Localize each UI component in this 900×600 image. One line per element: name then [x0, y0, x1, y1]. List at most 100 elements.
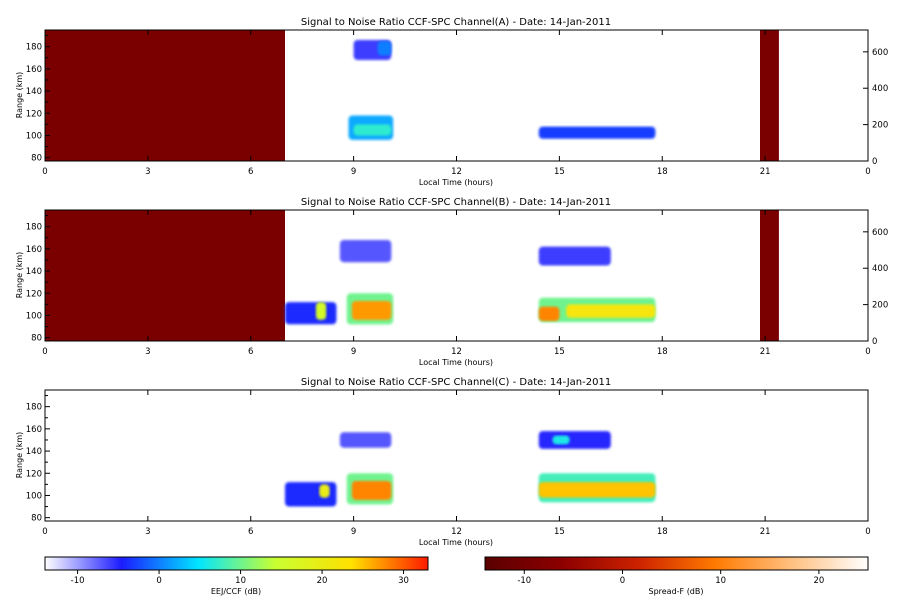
- colorbar-eej-label: EEJ/CCF (dB): [211, 587, 261, 596]
- panel-c-region-6: [339, 432, 392, 448]
- panel-c-x-tick-label: 18: [657, 527, 668, 537]
- panel-a-x-tick-label: 0: [42, 167, 47, 177]
- panel-a-y-tick-label: 160: [26, 65, 42, 75]
- colorbar-spreadf-bar: [484, 556, 869, 571]
- panel-b-y2-tick-label: 400: [872, 264, 888, 274]
- panel-c-x-tick-label: 9: [351, 527, 356, 537]
- panel-b: Signal to Noise Ratio CCF-SPC Channel(B)…: [15, 197, 888, 367]
- panel-a-y2-tick-label: 0: [872, 157, 877, 167]
- panel-c-y-tick-label: 180: [26, 403, 42, 413]
- panel-c-y-label: Range (km): [15, 432, 24, 479]
- panel-c-y-tick-label: 140: [26, 447, 42, 457]
- panel-a-region-0: [45, 30, 285, 161]
- panel-b-x-tick-label: 9: [351, 347, 356, 357]
- panel-a-y2-ticks: 0 200 400 600: [863, 48, 888, 167]
- colorbar-spreadf-tick-label: 10: [715, 576, 726, 586]
- panel-a-region-4: [538, 126, 656, 139]
- colorbar-spreadf-tick-label: -10: [517, 576, 531, 586]
- colorbar-eej-tick-label: 30: [398, 576, 409, 586]
- panel-b-region-1: [760, 210, 779, 341]
- panel-c: Signal to Noise Ratio CCF-SPC Channel(C)…: [15, 377, 871, 547]
- panel-c-frame: [44, 389, 869, 522]
- panel-b-region-7: [285, 302, 337, 325]
- panel-b-y-tick-label: 100: [26, 311, 42, 321]
- panel-b-x-tick-label: 12: [451, 347, 462, 357]
- panel-b-region-5: [538, 306, 560, 321]
- panel-a-title: Signal to Noise Ratio CCF-SPC Channel(A)…: [301, 17, 611, 28]
- panel-c-x-tick-label: 6: [248, 527, 253, 537]
- panel-a-x-tick-label: 6: [248, 167, 253, 177]
- panel-a-plot: [45, 30, 779, 161]
- panel-b-y2-tick-label: 600: [872, 228, 888, 238]
- panel-b-plot: [45, 210, 779, 341]
- panel-b-x-tick-label: 0: [42, 347, 47, 357]
- panel-a-x-ticks: 0 3 6 9 12 15 18 21 0: [42, 30, 871, 177]
- colorbar-eej-ticks: -10 0 10 20 30: [71, 570, 409, 586]
- colorbar-eej-bar: [44, 556, 429, 571]
- panel-b-x-label: Local Time (hours): [419, 358, 493, 367]
- colorbar-spreadf-tick-label: 20: [813, 576, 824, 586]
- panel-b-x-tick-label: 3: [145, 347, 150, 357]
- panel-a-x-tick-label: 3: [145, 167, 150, 177]
- colorbar-eej-tick-label: 0: [156, 576, 161, 586]
- panel-a-y-tick-label: 80: [31, 154, 42, 164]
- panel-c-region-8: [552, 435, 570, 445]
- panel-c-x-ticks: 0 3 6 9 12 15 18 21 0: [42, 390, 871, 537]
- panel-c-region-1: [351, 481, 392, 500]
- panel-b-x-tick-label: 21: [760, 347, 771, 357]
- panel-b-y-tick-label: 160: [26, 245, 42, 255]
- colorbar-spreadf-label: Spread-F (dB): [648, 587, 703, 596]
- panel-a-y-label: Range (km): [15, 72, 24, 119]
- panel-c-region-7: [538, 431, 611, 449]
- panel-b-title: Signal to Noise Ratio CCF-SPC Channel(B)…: [301, 197, 611, 208]
- panel-a-y-ticks: 80 100 120 140 160 180: [26, 35, 50, 164]
- panel-b-region-8: [315, 302, 327, 320]
- panel-c-y-tick-label: 160: [26, 425, 42, 435]
- panel-b-y-label: Range (km): [15, 252, 24, 299]
- panel-a-x-label: Local Time (hours): [419, 178, 493, 187]
- panel-c-x-tick-label: 3: [145, 527, 150, 537]
- panel-b-x-tick-label: 18: [657, 347, 668, 357]
- panel-b-region-9: [339, 240, 392, 263]
- panel-a-region-3: [353, 124, 392, 136]
- panel-a-region-6: [377, 41, 392, 56]
- panel-a-y2-tick-label: 400: [872, 84, 888, 94]
- panel-c-y-tick-label: 100: [26, 491, 42, 501]
- panel-b-y2-tick-label: 0: [872, 337, 877, 347]
- panel-c-y-tick-label: 80: [31, 514, 42, 524]
- colorbar-eej: -10 0 10 20 30 EEJ/CCF (dB): [44, 556, 429, 596]
- panel-a-y2-tick-label: 600: [872, 48, 888, 58]
- panel-c-x-tick-label: 0: [865, 527, 870, 537]
- panel-b-region-3: [351, 301, 392, 320]
- panel-c-x-tick-label: 15: [554, 527, 565, 537]
- panel-c-x-tick-label: 12: [451, 527, 462, 537]
- panel-a-x-tick-label: 18: [657, 167, 668, 177]
- colorbar-spreadf-ticks: -10 0 10 20: [517, 570, 824, 586]
- panel-b-x-ticks: 0 3 6 9 12 15 18 21 0: [42, 210, 871, 357]
- panel-a-x-tick-label: 9: [351, 167, 356, 177]
- panel-c-y-ticks: 80 100 120 140 160 180: [26, 395, 50, 524]
- panel-b-region-6: [566, 304, 656, 318]
- panel-b-x-tick-label: 6: [248, 347, 253, 357]
- panel-b-y-tick-label: 120: [26, 289, 42, 299]
- panel-b-y-tick-label: 140: [26, 267, 42, 277]
- panel-c-x-tick-label: 21: [760, 527, 771, 537]
- panel-a-x-tick-label: 21: [760, 167, 771, 177]
- panel-a-y-tick-label: 140: [26, 87, 42, 97]
- panel-c-y-tick-label: 120: [26, 469, 42, 479]
- panel-b-y-ticks: 80 100 120 140 160 180: [26, 215, 50, 344]
- colorbar-spreadf: -10 0 10 20 Spread-F (dB): [484, 556, 869, 596]
- panel-b-region-10: [538, 246, 611, 266]
- panel-c-title: Signal to Noise Ratio CCF-SPC Channel(C)…: [301, 377, 611, 388]
- panel-c-region-3: [538, 482, 656, 498]
- panel-c-region-5: [319, 484, 330, 498]
- panel-a-y2-tick-label: 200: [872, 121, 888, 131]
- panel-b-y2-ticks: 0 200 400 600: [863, 228, 888, 347]
- panel-a: Signal to Noise Ratio CCF-SPC Channel(A)…: [15, 17, 888, 187]
- panel-b-y2-tick-label: 200: [872, 301, 888, 311]
- panel-a-region-1: [760, 30, 779, 161]
- panel-c-x-label: Local Time (hours): [419, 538, 493, 547]
- colorbar-eej-tick-label: 20: [317, 576, 328, 586]
- panel-a-x-tick-label: 0: [865, 167, 870, 177]
